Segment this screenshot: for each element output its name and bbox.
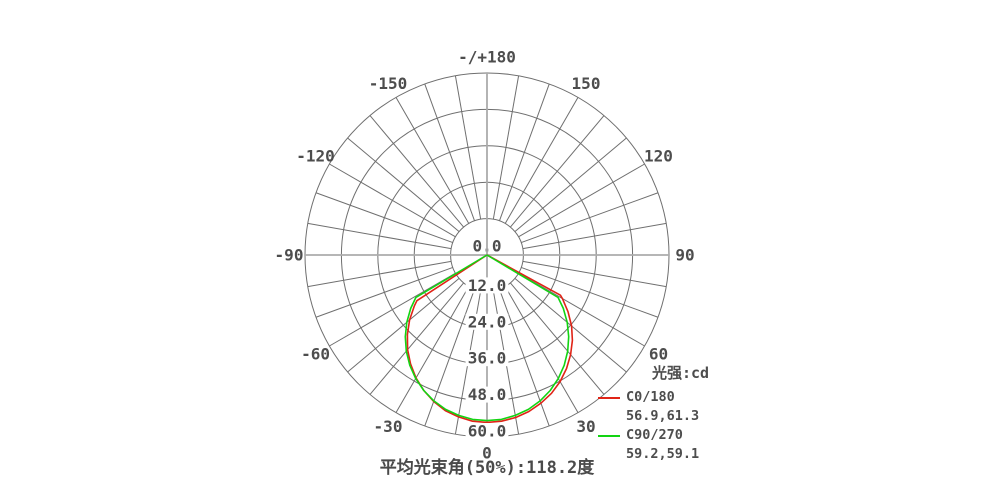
radial-label-12: 12.0: [468, 276, 507, 295]
radial-label-48: 48.0: [468, 385, 507, 404]
legend-item-c0-180: C0/180: [598, 388, 758, 407]
legend-item-c90-270: C90/270: [598, 426, 758, 445]
series-c0-180-label: C0/180: [626, 389, 675, 405]
legend-title: 光强:cd: [652, 364, 710, 382]
series-c90-270-label: C90/270: [626, 427, 683, 443]
curve-C0-180: [406, 254, 574, 424]
radial-label-36-halo: [465, 350, 509, 367]
angle-label-0: 0: [482, 444, 492, 463]
series-c90-270-half-angles: 59.2,59.1: [626, 446, 700, 462]
angle-label--30: -30: [374, 417, 403, 436]
radial-label-12-halo: [465, 277, 509, 294]
angle-label--90: -90: [275, 246, 304, 265]
angle-label-30: 30: [576, 417, 595, 436]
angle-label-120: 120: [644, 147, 673, 166]
beam-angle-caption: 平均光束角(50%):118.2度: [379, 458, 595, 478]
radial-label-60: 60.0: [468, 422, 507, 441]
angle-label--120: -120: [296, 147, 335, 166]
angle-label--150: -150: [369, 74, 408, 93]
angle-label-150: 150: [572, 74, 601, 93]
angle-label-pm180: -/+180: [458, 48, 516, 67]
curve-C90-270: [404, 254, 570, 422]
angle-label-60: 60: [649, 345, 668, 364]
radial-label-24: 24.0: [468, 312, 507, 331]
legend: 光强:cd C0/180 56.9,61.3 C90/270 59.2,59.1: [598, 364, 758, 464]
series-c0-180-swatch: [598, 396, 620, 399]
angle-label--60: -60: [301, 345, 330, 364]
series-c90-270-swatch: [598, 434, 620, 437]
radial-label-60-halo: [465, 423, 509, 439]
radial-label-36: 36.0: [468, 349, 507, 368]
angle-label-90: 90: [675, 246, 694, 265]
radial-label-24-halo: [465, 313, 509, 330]
radial-label-48-halo: [465, 386, 509, 403]
series-c0-180-half-angles: 56.9,61.3: [626, 408, 700, 424]
